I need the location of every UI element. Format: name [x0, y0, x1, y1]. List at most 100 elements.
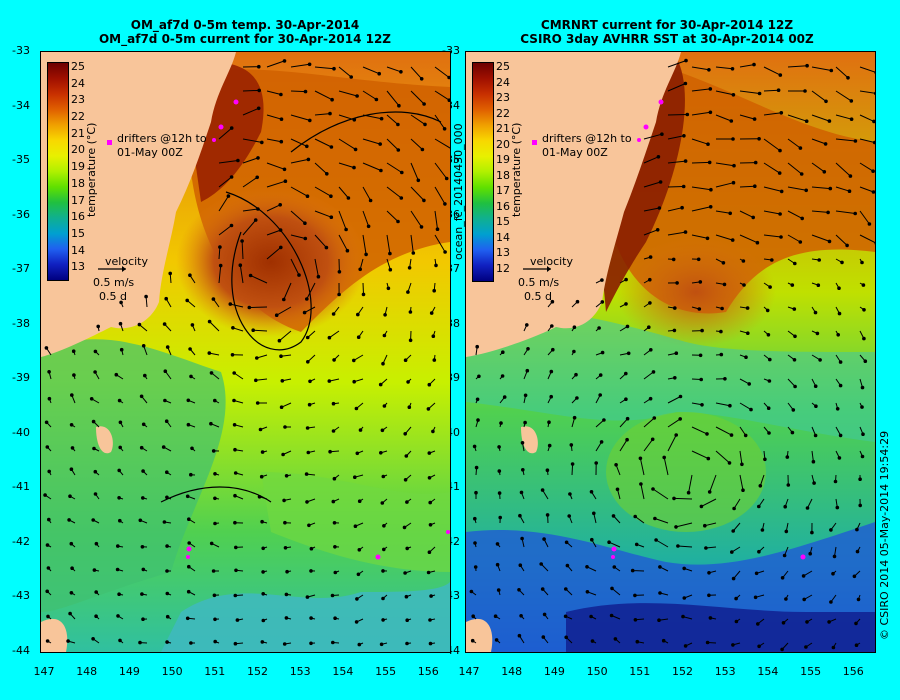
current-vector-head: [218, 263, 223, 268]
current-vector-head: [93, 492, 98, 496]
credit-timestamp: © CSIRO 2014 05-May-2014 19:54:29: [878, 430, 891, 640]
current-vector-head: [431, 334, 436, 339]
current-vector: [410, 66, 423, 80]
current-vector: [859, 234, 875, 244]
current-vector: [410, 114, 426, 125]
current-vector: [410, 186, 425, 201]
current-vector-head: [549, 369, 554, 374]
current-vector: [675, 522, 693, 528]
current-vector-head: [256, 106, 261, 111]
current-vector: [266, 229, 281, 236]
current-vector-head: [187, 564, 191, 569]
current-vector-head: [734, 596, 738, 601]
current-vector-head: [814, 404, 818, 409]
current-vector-head: [209, 371, 214, 375]
current-vector-head: [786, 483, 791, 487]
x-tick-label: 147: [458, 665, 480, 678]
left-drifter-legend-line1: drifters @12h to: [117, 132, 207, 145]
current-vector-head: [308, 118, 312, 123]
current-vector: [242, 157, 259, 164]
mainland-australia: [466, 52, 681, 357]
current-vector: [643, 207, 660, 212]
current-vector-head: [680, 205, 684, 210]
current-vector-head: [307, 62, 312, 67]
current-vector: [362, 210, 370, 227]
y-tick-label: -34: [12, 98, 30, 112]
current-vector-head: [333, 545, 337, 549]
current-vector-head: [597, 326, 601, 330]
current-vector-head: [673, 306, 677, 310]
current-vector: [691, 234, 708, 239]
current-vector-head: [229, 126, 234, 130]
current-vector-head: [189, 374, 193, 379]
current-vector-head: [683, 159, 688, 163]
current-vector-head: [707, 160, 712, 165]
current-vector-head: [283, 425, 287, 429]
current-vector: [643, 371, 654, 380]
current-vector-head: [236, 158, 240, 163]
colorbar-tick-label: 24: [71, 76, 85, 90]
current-vector-head: [96, 324, 100, 329]
current-vector-head: [70, 446, 75, 450]
current-vector-head: [598, 393, 602, 397]
current-vector-head: [495, 542, 500, 546]
current-vector: [739, 450, 743, 465]
left-drifter-markers: [186, 99, 450, 560]
x-tick-label: 156: [842, 665, 864, 678]
current-vector-head: [731, 93, 736, 97]
current-vector: [859, 66, 875, 73]
current-vector: [835, 90, 852, 102]
current-vector-head: [634, 542, 639, 547]
current-vector-head: [473, 516, 477, 521]
current-vector: [242, 176, 258, 188]
current-vector: [279, 330, 292, 342]
current-vector-head: [498, 515, 502, 520]
current-vector-head: [600, 278, 604, 282]
current-vector-head: [837, 456, 842, 460]
current-vector-head: [405, 641, 409, 646]
current-vector-head: [285, 569, 289, 574]
current-vector: [218, 247, 221, 260]
current-vector-head: [233, 493, 237, 498]
current-vector-head: [648, 255, 653, 259]
current-vector-head: [279, 92, 283, 97]
current-vector-head: [791, 408, 796, 412]
current-vector-head: [352, 358, 356, 363]
current-vector: [290, 90, 306, 93]
current-vector: [290, 186, 308, 197]
current-vector-head: [469, 589, 474, 594]
current-vector-head: [837, 311, 842, 316]
current-vector-head: [705, 640, 710, 645]
current-vector-head: [727, 461, 732, 465]
current-vector-head: [72, 373, 76, 377]
current-vector-head: [447, 75, 450, 80]
current-vector-head: [874, 91, 875, 96]
current-vector-head: [860, 405, 864, 409]
current-vector-head: [564, 587, 568, 591]
current-vector-head: [470, 638, 475, 643]
x-tick-label: 155: [375, 665, 397, 678]
current-vector-head: [255, 175, 259, 180]
current-vector-head: [279, 354, 283, 359]
current-vector-head: [428, 641, 433, 646]
current-vector: [811, 234, 830, 242]
current-vector-head: [117, 468, 121, 473]
colorbar-tick-label: 17: [496, 184, 510, 197]
current-vector-head: [189, 472, 193, 477]
current-vector-head: [793, 261, 797, 266]
current-vector: [290, 63, 310, 68]
x-tick-label: 152: [247, 665, 268, 678]
current-vector: [787, 234, 801, 243]
current-vector: [652, 488, 669, 500]
left-title-line2: OM_af7d 0-5m current for 30-Apr-2014 12Z: [98, 32, 392, 46]
current-vector-head: [404, 594, 409, 599]
current-vector-head: [279, 117, 284, 121]
current-vector-head: [827, 119, 832, 123]
current-vector-head: [47, 469, 51, 474]
current-vector-head: [753, 184, 757, 188]
current-vector-head: [118, 321, 123, 326]
current-vector-head: [68, 494, 72, 499]
current-vector-head: [232, 423, 237, 427]
current-vector-head: [444, 176, 449, 181]
current-vector-head: [283, 179, 288, 183]
